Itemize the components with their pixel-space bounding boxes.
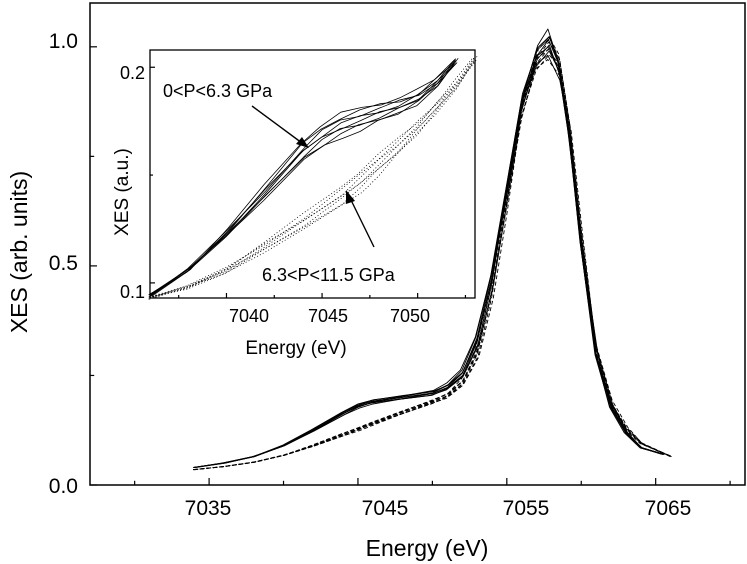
inset-x-tick-label: 7040 [229,306,269,326]
inset-y-tick-label: 0.2 [120,63,145,83]
inset-curve-low-pressure [148,59,457,298]
inset-curve-high-pressure [149,55,478,299]
main-ticks [90,46,731,486]
main-curve-high-pressure [193,37,671,471]
main-plot-frame [89,2,746,486]
inset-x-tick-label: 7050 [390,306,430,326]
inset-ticks [150,66,467,298]
inset-curve-high-pressure [148,60,477,298]
inset-annotation-low-pressure: 0<P<6.3 GPa [163,81,273,101]
inset-curves [148,55,478,300]
main-y-axis-label: XES (arb. units) [6,171,32,333]
main-curve-high-pressure [193,54,672,471]
inset-annotation-high-pressure: 6.3<P<11.5 GPa [262,265,396,285]
main-curve-high-pressure [192,37,672,471]
high-pressure-arrowhead [346,190,355,204]
main-x-tick-label: 7055 [503,497,550,520]
inset-curve-high-pressure [149,56,476,298]
main-y-tick-label: 1.0 [49,30,78,53]
high-pressure-arrow-line [349,197,375,248]
inset-curve-low-pressure [149,58,456,296]
main-y-tick-label: 0.5 [49,252,78,275]
main-chart: 7035 7045 7055 7065 0.0 0.5 1.0 Energy (… [6,2,746,561]
inset-x-tick-label: 7045 [308,306,348,326]
inset-curve-low-pressure [151,62,455,297]
main-curve-high-pressure [194,59,672,471]
main-x-tick-label: 7065 [645,497,692,520]
main-curves [192,28,672,471]
main-x-tick-label: 7035 [185,497,232,520]
inset-y-tick-label: 0.1 [120,282,145,302]
main-x-tick-label: 7045 [362,497,409,520]
inset-y-axis-label: XES (a.u.) [112,148,133,236]
main-y-tick-label: 0.0 [49,475,78,498]
main-x-axis-label: Energy (eV) [366,535,489,561]
main-curve-low-pressure [195,28,662,468]
inset-curve-high-pressure [149,58,476,300]
low-pressure-arrowhead [296,137,309,148]
inset-plot-frame [149,49,476,299]
main-curve-high-pressure [194,48,671,471]
low-pressure-arrow-line [251,105,303,144]
inset-curve-low-pressure [148,62,458,296]
inset-x-axis-label: Energy (eV) [245,338,346,359]
inset-chart: 7040 7045 7050 0.1 0.2 Energy (eV) XES (… [112,49,478,359]
inset-curve-low-pressure [149,59,455,296]
